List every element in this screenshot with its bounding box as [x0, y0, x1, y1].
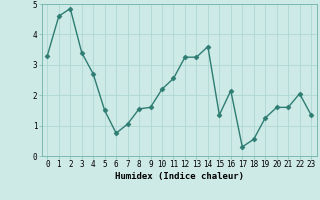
- X-axis label: Humidex (Indice chaleur): Humidex (Indice chaleur): [115, 172, 244, 181]
